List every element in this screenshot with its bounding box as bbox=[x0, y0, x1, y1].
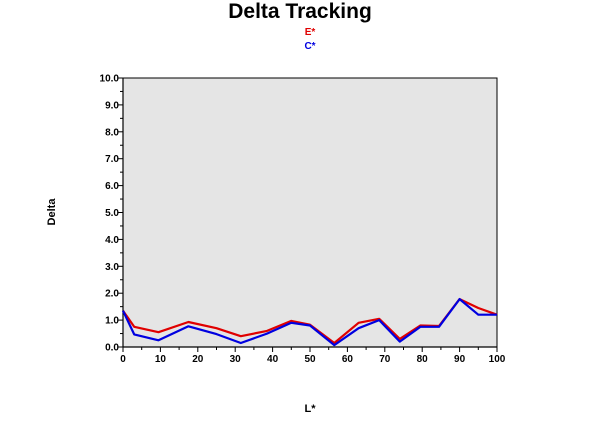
y-tick-label: 0.0 bbox=[105, 343, 119, 354]
y-tick-label: 5.0 bbox=[105, 208, 119, 219]
x-axis-title: L* bbox=[305, 403, 317, 415]
y-axis-title: Delta bbox=[46, 198, 58, 226]
y-tick-label: 9.0 bbox=[105, 100, 119, 111]
chart-title: Delta Tracking bbox=[228, 0, 372, 23]
x-tick-label: 50 bbox=[304, 354, 316, 365]
x-tick-label: 60 bbox=[342, 354, 354, 365]
y-tick-label: 2.0 bbox=[105, 289, 119, 300]
series-line-c bbox=[122, 298, 497, 347]
legend-entry-e: E* bbox=[304, 27, 316, 38]
y-tick-label: 8.0 bbox=[105, 127, 119, 138]
x-tick-label: 10 bbox=[155, 354, 167, 365]
y-tick-label: 4.0 bbox=[105, 235, 119, 246]
x-tick-label: 80 bbox=[417, 354, 429, 365]
x-tick-label: 100 bbox=[489, 354, 506, 365]
x-tick-label: 90 bbox=[454, 354, 466, 365]
x-tick-label: 30 bbox=[230, 354, 242, 365]
y-axis: 0.0 1.0 2.0 3.0 4.0 5.0 6.0 7.0 8.0 9.0 10.0 bbox=[100, 74, 124, 354]
y-tick-label: 1.0 bbox=[105, 316, 119, 327]
plot-area bbox=[122, 77, 498, 348]
x-tick-label: 0 bbox=[120, 354, 126, 365]
y-tick-label: 7.0 bbox=[105, 154, 119, 165]
x-tick-label: 40 bbox=[267, 354, 279, 365]
x-tick-label: 20 bbox=[192, 354, 204, 365]
y-tick-label: 6.0 bbox=[105, 181, 119, 192]
x-tick-label: 70 bbox=[379, 354, 391, 365]
y-tick-label: 3.0 bbox=[105, 262, 119, 273]
y-tick-label: 10.0 bbox=[100, 74, 120, 85]
series-lines bbox=[122, 298, 498, 347]
legend-entry-c: C* bbox=[304, 41, 316, 52]
x-axis: 0 10 20 30 40 50 60 70 80 90 100 bbox=[120, 346, 506, 365]
